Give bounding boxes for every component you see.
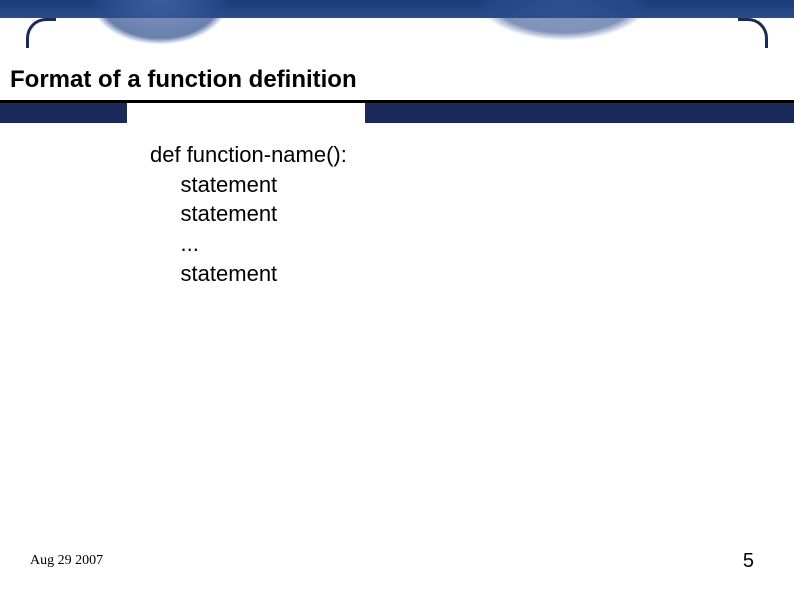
corner-top-right xyxy=(738,18,768,48)
code-line: statement xyxy=(150,199,347,229)
code-line: def function-name(): xyxy=(150,140,347,170)
code-block: def function-name(): statement statement… xyxy=(150,140,347,288)
corner-top-left xyxy=(26,18,56,48)
top-arc-left xyxy=(90,0,230,45)
footer-date: Aug 29 2007 xyxy=(30,553,103,569)
code-line: statement xyxy=(150,259,347,289)
top-arc-right xyxy=(474,0,654,42)
title-bluebar xyxy=(0,103,794,123)
footer-page-number: 5 xyxy=(743,550,754,573)
code-line: statement xyxy=(150,170,347,200)
top-decoration xyxy=(0,0,794,50)
slide-title: Format of a function definition xyxy=(10,66,357,94)
code-line: ... xyxy=(150,229,347,259)
